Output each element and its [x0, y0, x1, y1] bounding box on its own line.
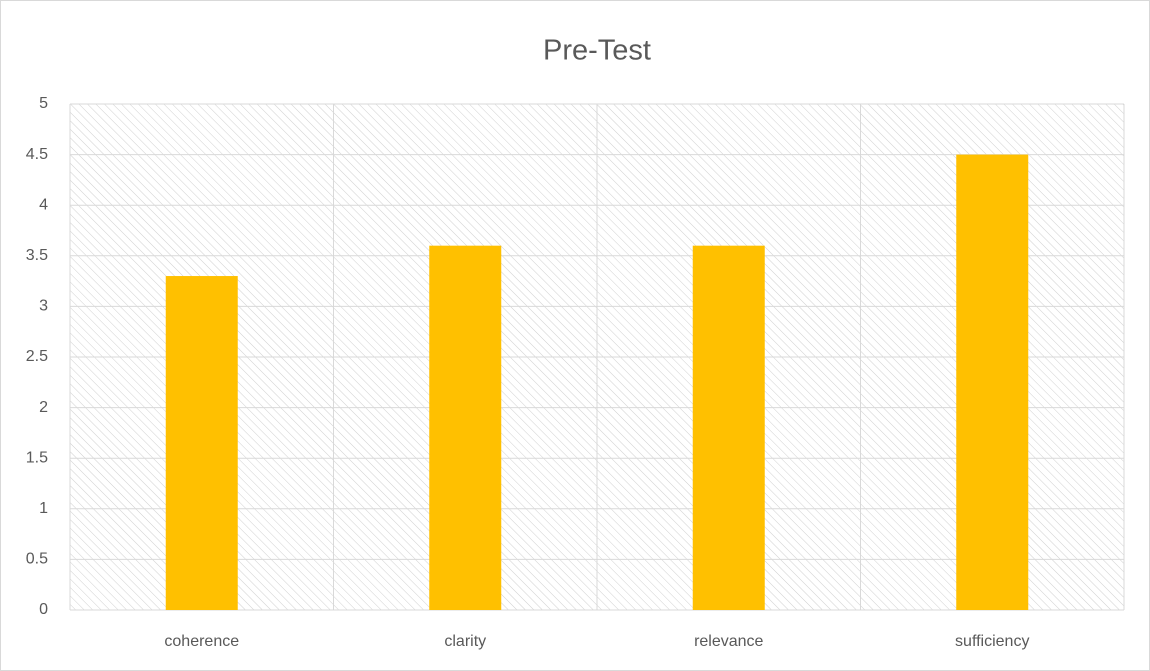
x-tick-label: relevance	[694, 633, 763, 650]
x-tick-label: sufficiency	[955, 633, 1029, 650]
x-tick-label: clarity	[444, 633, 486, 650]
bar	[165, 276, 238, 610]
y-tick-label: 0	[39, 601, 48, 618]
y-tick-label: 3	[39, 298, 48, 315]
y-tick-label: 5	[39, 95, 48, 112]
y-tick-label: 1	[39, 500, 48, 517]
y-tick-label: 2.5	[26, 348, 48, 365]
y-tick-label: 0.5	[26, 551, 48, 568]
y-tick-label: 4.5	[26, 146, 48, 163]
y-tick-label: 1.5	[26, 449, 48, 466]
y-tick-label: 4	[39, 196, 48, 213]
chart-title: Pre-Test	[543, 35, 651, 67]
bar	[429, 245, 502, 610]
bar	[956, 154, 1029, 610]
x-tick-label: coherence	[164, 633, 239, 650]
y-tick-label: 2	[39, 399, 48, 416]
y-tick-label: 3.5	[26, 247, 48, 264]
bar	[692, 245, 765, 610]
